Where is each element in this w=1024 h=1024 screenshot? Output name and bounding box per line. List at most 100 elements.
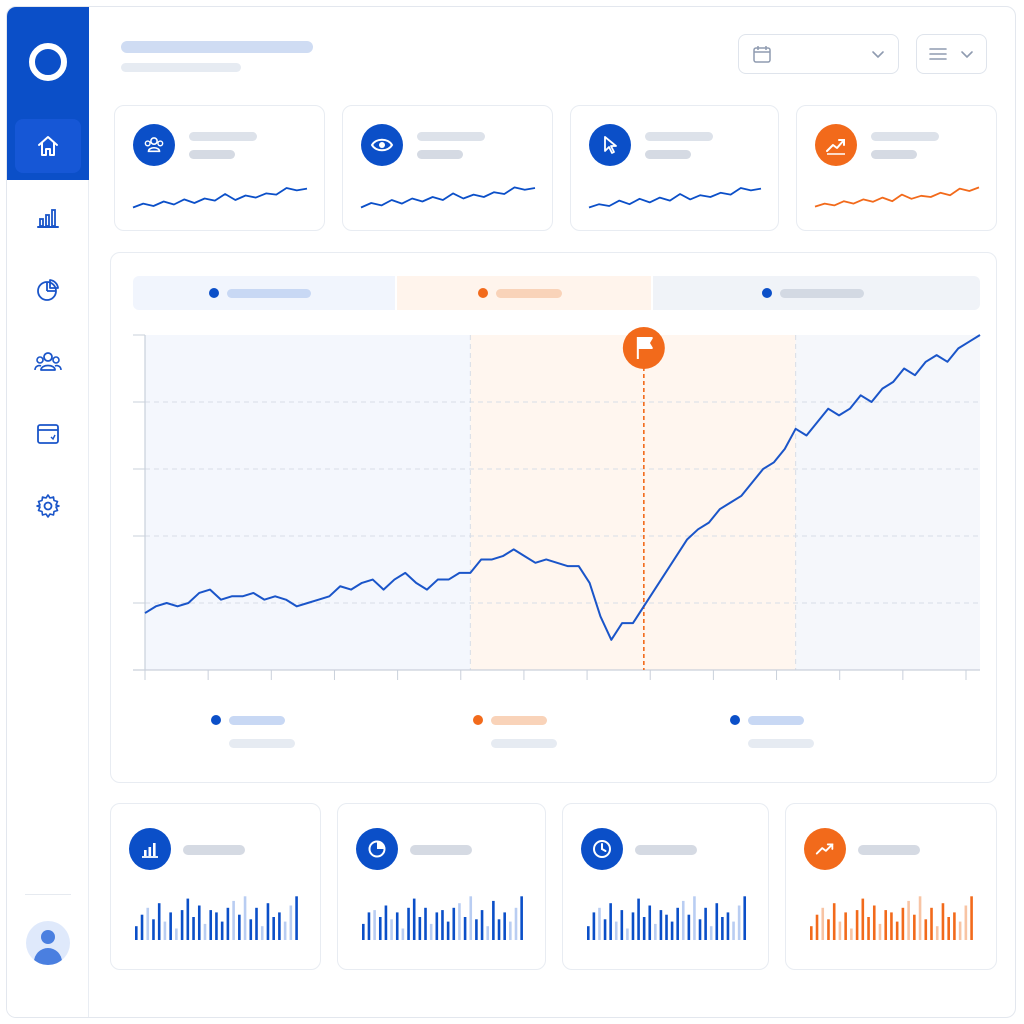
phase-tab-2[interactable] (397, 276, 651, 310)
kpi-sparkline (360, 186, 536, 209)
mini-bar-chart (135, 896, 298, 940)
mini-bar (192, 917, 195, 940)
mini-bar (947, 917, 950, 940)
clock-icon (581, 828, 623, 870)
mini-bar (480, 910, 484, 940)
mini-bar (721, 917, 724, 940)
mini-bar (469, 896, 473, 940)
sidebar-item-home[interactable] (15, 119, 81, 173)
legend-sub-placeholder (748, 739, 814, 748)
kpi-sparkline (132, 187, 308, 209)
kpi-card-clicks[interactable] (570, 105, 779, 231)
phase-3-dot (761, 288, 772, 298)
sidebar-item-reports[interactable] (15, 263, 81, 317)
mini-bar (642, 917, 646, 940)
user-avatar-icon[interactable] (26, 921, 70, 965)
mini-bar (867, 917, 870, 940)
mini-bar (827, 919, 830, 940)
sparkline-path (588, 187, 762, 209)
mini-bar (704, 907, 707, 940)
mini-bar (648, 905, 652, 940)
sidebar-item-calendar[interactable] (15, 407, 81, 461)
phase-3-region (795, 335, 980, 670)
mini-bar (620, 910, 624, 940)
kpi-card-users[interactable] (114, 105, 325, 231)
mini-card-time[interactable] (562, 803, 769, 970)
mini-bar (681, 900, 685, 940)
kpi-label-placeholder (417, 132, 485, 141)
legend-dot (730, 715, 740, 725)
view-menu-button[interactable] (916, 34, 987, 74)
mini-bar (203, 923, 207, 940)
mini-bar (626, 928, 629, 940)
mini-bar (384, 905, 388, 940)
mini-card-analytics[interactable] (110, 803, 321, 970)
mini-bar (220, 921, 224, 940)
phase-tab-3[interactable] (653, 276, 980, 310)
trend-up-icon (804, 828, 846, 870)
mini-bar (169, 912, 172, 940)
mini-bar (514, 907, 518, 940)
mini-bar (598, 907, 601, 940)
mini-bar (492, 900, 495, 940)
mini-bar (509, 921, 512, 940)
mini-card-growth[interactable] (785, 803, 997, 970)
mini-bar (614, 921, 618, 940)
sidebar-item-settings[interactable] (15, 479, 81, 533)
phase-2-region (470, 335, 796, 670)
mini-card-distribution[interactable] (337, 803, 546, 970)
sidebar-item-users[interactable] (15, 335, 81, 389)
mini-bar (970, 896, 973, 940)
sparkline-path (132, 187, 308, 209)
mini-bar (163, 921, 167, 940)
kpi-sparkline (588, 187, 762, 209)
pie-chart-icon (356, 828, 398, 870)
kpi-label-placeholder (189, 132, 257, 141)
mini-card-label-placeholder (183, 845, 245, 855)
mini-bar (709, 926, 713, 940)
kpi-card-growth[interactable] (796, 105, 997, 231)
kpi-value-placeholder (871, 150, 917, 159)
sidebar-divider (25, 894, 71, 895)
kpi-sparkline (814, 186, 980, 208)
app-window (6, 6, 1016, 1018)
mini-bar (918, 896, 922, 940)
mini-bar (941, 903, 945, 940)
mini-bar (278, 912, 281, 940)
main-line-chart (133, 327, 981, 680)
mini-bar (373, 910, 376, 940)
trend-up-icon (815, 124, 857, 166)
mini-bar (670, 921, 674, 940)
flag-icon[interactable] (622, 327, 665, 369)
kpi-label-placeholder (871, 132, 939, 141)
mini-bar (486, 926, 490, 940)
pie-chart-icon (37, 279, 59, 301)
date-range-picker[interactable] (738, 34, 899, 74)
mini-bar (289, 905, 293, 940)
mini-bar (283, 921, 287, 940)
page-title-placeholder (121, 41, 313, 53)
kpi-value-placeholder (189, 150, 235, 159)
phase-1-region (145, 335, 471, 670)
series-line (144, 334, 981, 641)
mini-bar (249, 919, 253, 940)
phase-tab-1[interactable] (133, 276, 395, 310)
mini-bar (953, 912, 956, 940)
mini-bar (693, 896, 696, 940)
mini-bar (255, 907, 258, 940)
mini-bar (475, 919, 478, 940)
legend-dot (473, 715, 483, 725)
mini-bar (266, 903, 270, 940)
mini-bar (930, 907, 933, 940)
sidebar-item-analytics[interactable] (15, 191, 81, 245)
mini-bar (890, 912, 893, 940)
mini-bar (226, 907, 230, 940)
page-subtitle-placeholder (121, 63, 241, 72)
kpi-value-placeholder (645, 150, 691, 159)
legend-dot (211, 715, 221, 725)
kpi-card-views[interactable] (342, 105, 553, 231)
phase-1-label-placeholder (227, 288, 311, 298)
mini-bar-chart (587, 896, 747, 940)
users-icon (34, 352, 62, 371)
mini-bar (429, 923, 433, 940)
